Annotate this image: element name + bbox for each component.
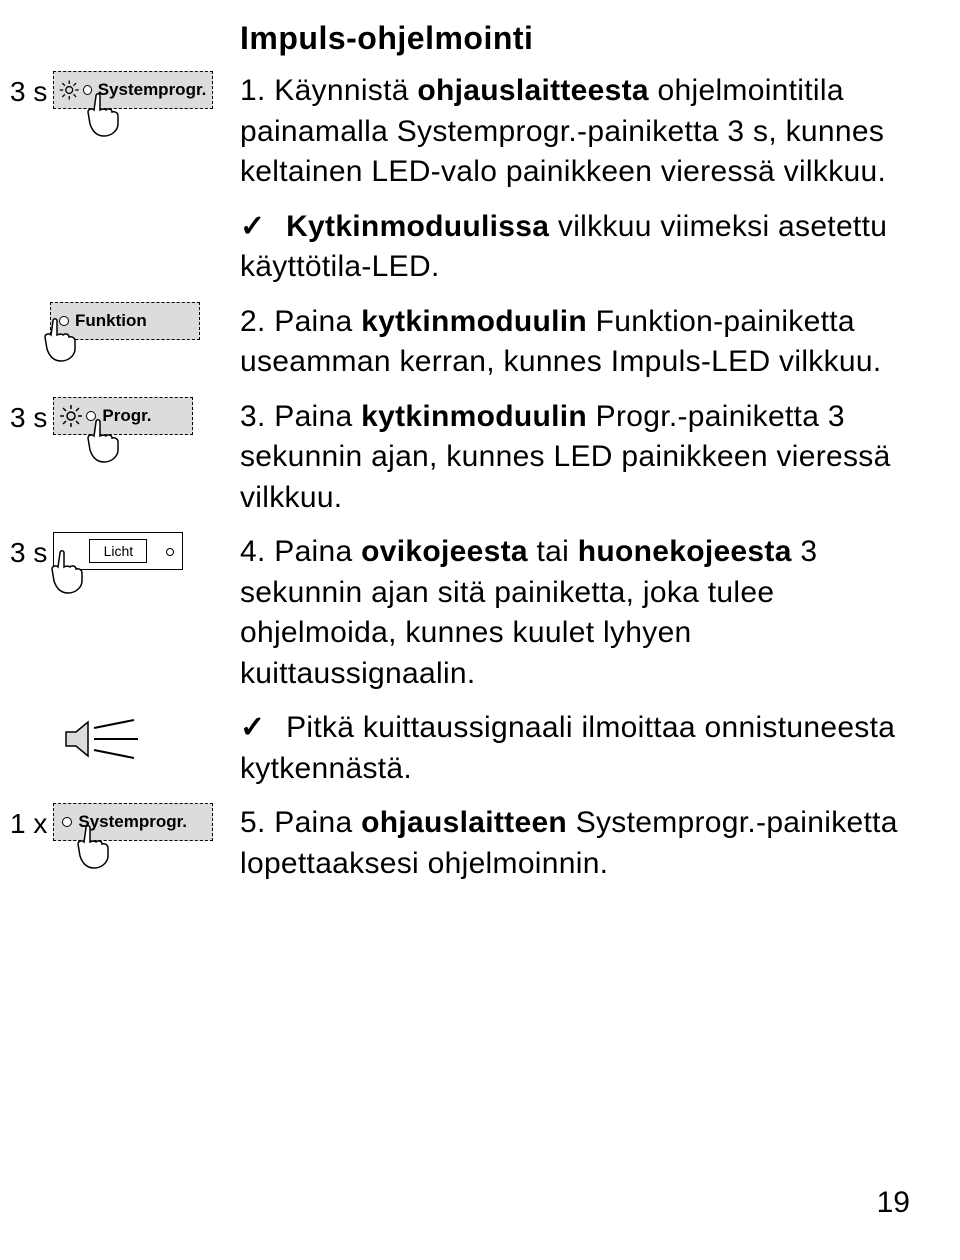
step-number: 1.: [240, 74, 266, 107]
icon-systemprogr-3s: 3 s Systemprogr.: [10, 71, 213, 113]
check-text: Pitkä kuittaussignaali ilmoittaa onnistu…: [240, 711, 895, 785]
led-icon: [166, 548, 174, 556]
hand-press-icon: [82, 90, 126, 138]
check-1-row: Kytkinmoduulissa vilkkuu viimeksi asetet…: [10, 207, 920, 288]
button-label: Licht: [89, 539, 147, 563]
step-text-bold: huonekojeesta: [578, 535, 792, 568]
icon-funktion: Funktion: [50, 302, 200, 340]
check-2-row: Pitkä kuittaussignaali ilmoittaa onnistu…: [10, 708, 920, 789]
step-number: 3.: [240, 400, 266, 433]
hand-press-icon: [82, 416, 126, 464]
step-text-bold: ohjauslaitteesta: [417, 74, 649, 107]
button-label: Funktion: [75, 311, 147, 331]
step-text-bold: ovikojeesta: [361, 535, 528, 568]
step-4-row: 3 s Licht 4. Paina ovikojeesta tai huone…: [10, 532, 920, 694]
count-label: 1 x: [10, 803, 47, 845]
step-text: Käynnistä: [274, 74, 417, 107]
duration-label: 3 s: [10, 532, 47, 574]
step-number: 4.: [240, 535, 266, 568]
step-text: Paina: [274, 806, 361, 839]
sun-icon: [58, 77, 80, 103]
step-3-row: 3 s Progr.: [10, 397, 920, 519]
led-icon: [62, 817, 72, 827]
speaker-sound-icon: [60, 714, 140, 764]
step-5-row: 1 x Systemprogr. 5. Paina ohjauslaitteen…: [10, 803, 920, 884]
icon-progr-3s: 3 s Progr.: [10, 397, 193, 439]
hand-press-icon: [72, 822, 116, 870]
step-text: Paina: [274, 400, 361, 433]
step-text-bold: kytkinmoduulin: [361, 400, 587, 433]
step-number: 2.: [240, 305, 266, 338]
step-number: 5.: [240, 806, 266, 839]
page-number: 19: [877, 1186, 910, 1220]
hand-press-icon: [39, 315, 83, 363]
duration-label: 3 s: [10, 71, 47, 113]
step-1-row: 3 s Systemprogr.: [10, 71, 920, 193]
step-text: Paina: [274, 535, 361, 568]
page-title: Impuls-ohjelmointi: [240, 20, 920, 57]
icon-systemprogr-1x: 1 x Systemprogr.: [10, 803, 213, 845]
sun-icon: [58, 403, 84, 429]
step-text: Paina: [274, 305, 361, 338]
step-text-bold: kytkinmoduulin: [361, 305, 587, 338]
step-2-row: Funktion 2. Paina kytkinmoduulin Funktio…: [10, 302, 920, 383]
hand-press-icon: [46, 547, 90, 595]
step-text-bold: ohjauslaitteen: [361, 806, 567, 839]
check-text-bold: Kytkinmoduulissa: [286, 210, 549, 243]
icon-licht-3s: 3 s Licht: [10, 532, 183, 574]
duration-label: 3 s: [10, 397, 47, 439]
step-text: tai: [528, 535, 578, 568]
